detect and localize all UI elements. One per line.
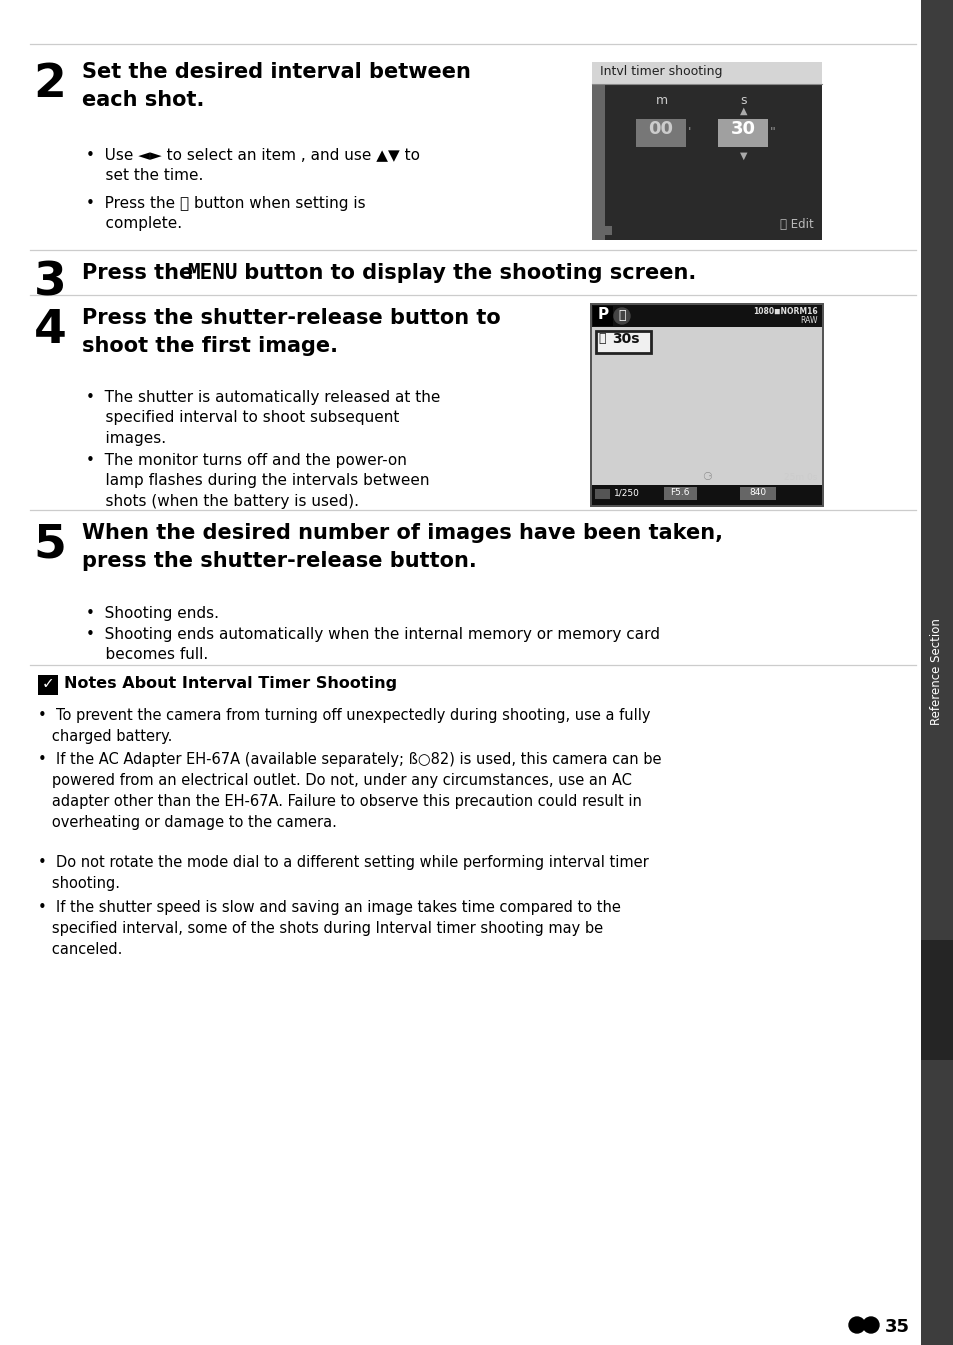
Text: •  If the AC Adapter EH-67A (available separately; ß○82) is used, this camera ca: • If the AC Adapter EH-67A (available se… [38, 752, 660, 830]
Text: 5: 5 [33, 523, 67, 568]
Text: 30: 30 [730, 120, 755, 139]
Text: Press the: Press the [82, 264, 200, 282]
Text: ⌛: ⌛ [598, 332, 605, 346]
Text: Ⓐ: Ⓐ [618, 309, 625, 321]
Text: •  Shooting ends.: • Shooting ends. [86, 607, 219, 621]
Bar [592, 62, 821, 83]
Bar [595, 490, 609, 499]
Circle shape [614, 308, 629, 324]
Bar [592, 305, 614, 327]
Text: Notes About Interval Timer Shooting: Notes About Interval Timer Shooting [64, 677, 396, 691]
Text: 840: 840 [749, 488, 766, 498]
Text: Reference Section: Reference Section [929, 619, 943, 725]
Text: Intvl timer shooting: Intvl timer shooting [599, 65, 721, 78]
Bar [592, 305, 821, 327]
Text: RAW: RAW [800, 316, 817, 325]
Text: •  To prevent the camera from turning off unexpectedly during shooting, use a fu: • To prevent the camera from turning off… [38, 707, 650, 744]
Text: ▲: ▲ [740, 106, 747, 116]
Bar [740, 487, 775, 500]
Text: 1/250: 1/250 [614, 488, 639, 498]
Text: m: m [656, 94, 667, 108]
Text: •  Shooting ends automatically when the internal memory or memory card
    becom: • Shooting ends automatically when the i… [86, 627, 659, 662]
Text: 4: 4 [33, 308, 67, 352]
Bar [596, 331, 650, 352]
Text: s: s [740, 94, 746, 108]
Text: P: P [597, 307, 608, 321]
Text: •  The monitor turns off and the power-on
    lamp flashes during the intervals : • The monitor turns off and the power-on… [86, 453, 429, 508]
Text: •  Press the ⒪ button when setting is
    complete.: • Press the ⒪ button when setting is com… [86, 196, 365, 231]
Bar [592, 62, 821, 239]
Text: 2: 2 [33, 62, 67, 108]
Text: F5.6: F5.6 [670, 488, 689, 498]
Bar [38, 675, 58, 695]
Text: When the desired number of images have been taken,
press the shutter-release but: When the desired number of images have b… [82, 523, 722, 572]
Text: •  Use ◄► to select an item , and use ▲▼ to
    set the time.: • Use ◄► to select an item , and use ▲▼ … [86, 148, 419, 183]
Bar [718, 118, 767, 147]
Bar [596, 226, 612, 235]
Text: •  If the shutter speed is slow and saving an image takes time compared to the
 : • If the shutter speed is slow and savin… [38, 900, 620, 958]
Circle shape [862, 1317, 878, 1333]
Text: ': ' [687, 126, 691, 139]
Text: ": " [769, 126, 775, 139]
Bar [592, 305, 821, 504]
Text: Set the desired interval between
each shot.: Set the desired interval between each sh… [82, 62, 471, 110]
Bar [920, 940, 953, 1060]
Bar [663, 487, 697, 500]
Text: 00: 00 [648, 120, 673, 139]
Text: ▼: ▼ [740, 151, 747, 161]
Bar [592, 83, 604, 239]
Text: •  Do not rotate the mode dial to a different setting while performing interval : • Do not rotate the mode dial to a diffe… [38, 855, 648, 890]
Bar [593, 307, 613, 325]
Text: 25m 0s: 25m 0s [782, 473, 816, 482]
Bar [592, 486, 821, 504]
Circle shape [848, 1317, 864, 1333]
Bar [920, 0, 953, 1345]
Text: ✓: ✓ [42, 677, 54, 691]
Text: 35: 35 [884, 1318, 909, 1336]
Text: ⓔ Edit: ⓔ Edit [780, 218, 813, 231]
Text: MENU: MENU [187, 264, 237, 282]
Text: 30s: 30s [612, 332, 639, 346]
Text: ⚆: ⚆ [701, 472, 711, 482]
Text: button to display the shooting screen.: button to display the shooting screen. [236, 264, 696, 282]
Bar [589, 303, 823, 507]
Text: 3: 3 [33, 260, 67, 305]
Bar [636, 118, 685, 147]
Text: Press the shutter-release button to
shoot the first image.: Press the shutter-release button to shoo… [82, 308, 500, 356]
Text: •  The shutter is automatically released at the
    specified interval to shoot : • The shutter is automatically released … [86, 390, 440, 445]
Text: 1080◼NORM16: 1080◼NORM16 [753, 307, 817, 316]
